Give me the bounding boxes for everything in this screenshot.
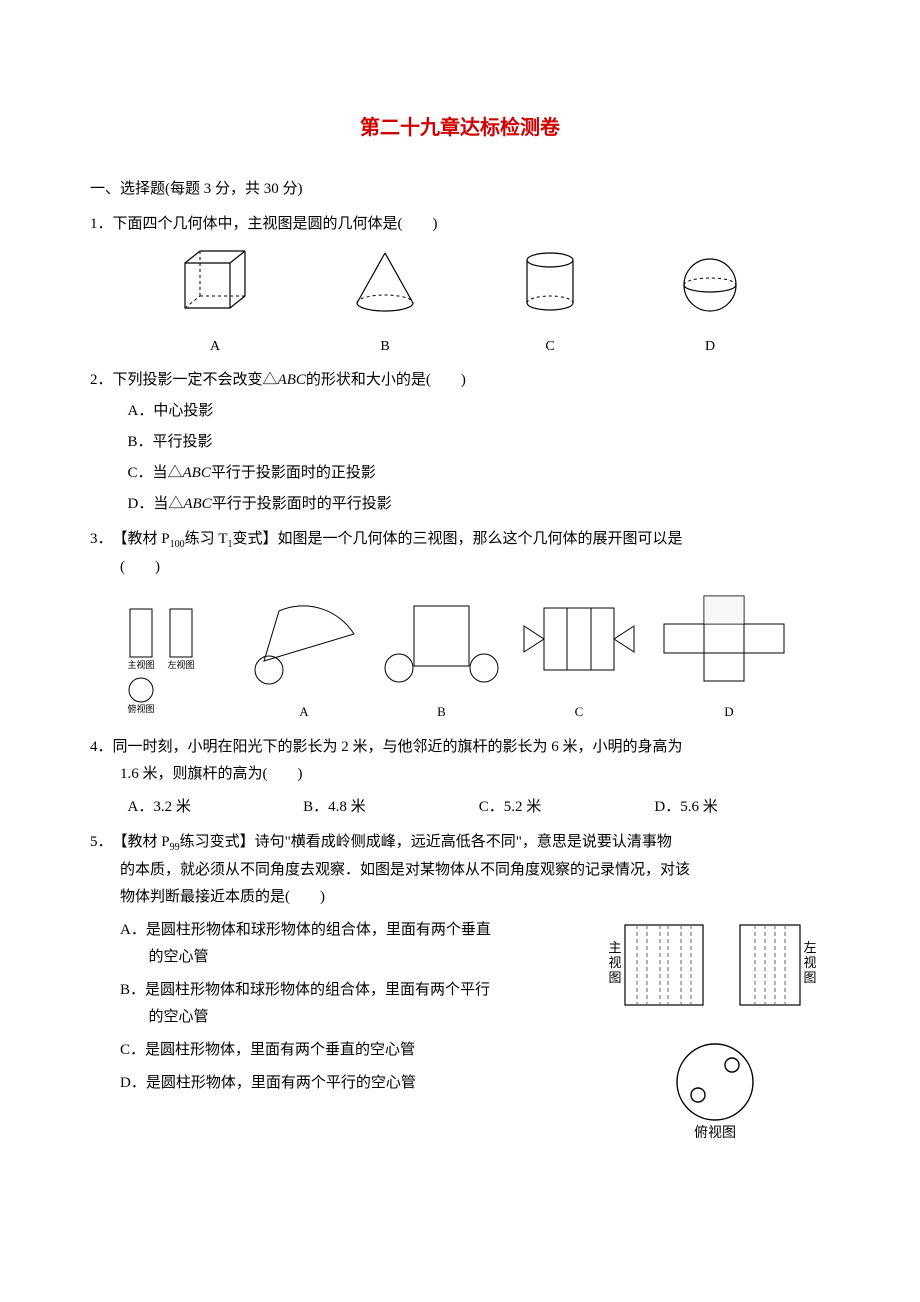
svg-text:俯视图: 俯视图 (127, 703, 154, 714)
q5-opt-c: C．是圆柱形物体，里面有两个垂直的空心管 (120, 1037, 600, 1064)
q4-text-line2: 1.6 米，则旗杆的高为( ) (90, 761, 830, 788)
svg-text:左: 左 (803, 940, 816, 955)
q2-opt-c: C．当△ABC平行于投影面时的正投影 (128, 460, 831, 487)
q5-top-view-icon: 俯视图 (655, 1037, 775, 1142)
q4-opt-b: B．4.8 米 (303, 794, 479, 821)
q1-label-a: A (175, 334, 255, 359)
cylinder-icon (515, 248, 585, 318)
svg-text:视: 视 (608, 955, 621, 970)
q4-opt-c: C．5.2 米 (479, 794, 655, 821)
q3-label-d: D (649, 700, 809, 723)
q5-views: 主 视 图 左 视 图 (600, 911, 830, 1152)
q1-label-b: B (345, 334, 425, 359)
svg-text:主: 主 (608, 940, 621, 955)
q1-label-d: D (675, 334, 745, 359)
q3-label-c: C (509, 700, 649, 723)
q3-net-b: B (374, 596, 509, 723)
q5-front-left-views-icon: 主 视 图 左 视 图 (605, 917, 825, 1027)
q1-label-c: C (515, 334, 585, 359)
net-a-icon (234, 596, 374, 686)
cube-icon (175, 248, 255, 318)
q1-cone: B (345, 248, 425, 359)
svg-text:图: 图 (803, 970, 816, 985)
question-1: 1． 下面四个几何体中，主视图是圆的几何体是( ) A (90, 211, 830, 359)
q3-net-c: C (509, 596, 649, 723)
q4-text-line1: 同一时刻，小明在阳光下的影长为 2 米，与他邻近的旗杆的影长为 6 米，小明的身… (113, 734, 830, 761)
q4-opt-a: A．3.2 米 (128, 794, 304, 821)
q3-number: 3． (90, 526, 113, 554)
q5-number: 5． (90, 829, 113, 857)
q3-paren: ( ) (90, 554, 830, 581)
q1-cube: A (175, 248, 255, 359)
svg-text:视: 视 (803, 955, 816, 970)
q2-text: 下列投影一定不会改变△ABC的形状和大小的是( ) (113, 367, 830, 394)
q4-number: 4． (90, 734, 113, 761)
net-d-icon (649, 591, 809, 686)
q5-options: A．是圆柱形物体和球形物体的组合体，里面有两个垂直 的空心管 B．是圆柱形物体和… (90, 911, 600, 1103)
q1-sphere: D (675, 253, 745, 359)
three-views-icon: 主视图 左视图 俯视图 (120, 604, 210, 714)
net-c-icon (509, 596, 649, 686)
sphere-icon (675, 253, 745, 318)
q3-net-d: D (649, 591, 809, 723)
svg-text:左视图: 左视图 (167, 659, 194, 670)
q1-number: 1． (90, 211, 113, 238)
q2-number: 2． (90, 367, 113, 394)
q3-diagrams: 主视图 左视图 俯视图 A B (120, 591, 830, 723)
q5-opt-a: A．是圆柱形物体和球形物体的组合体，里面有两个垂直 的空心管 (120, 917, 600, 971)
q5-text-line3: 物体判断最接近本质的是( ) (90, 884, 830, 911)
page-title: 第二十九章达标检测卷 (90, 110, 830, 146)
q5-text-line1: 【教材 P99练习变式】诗句"横看成岭侧成峰，远近高低各不同"，意思是说要认清事… (113, 829, 830, 857)
q5-opt-d: D．是圆柱形物体，里面有两个平行的空心管 (120, 1070, 600, 1097)
q3-net-a: A (234, 596, 374, 723)
q4-options: A．3.2 米 B．4.8 米 C．5.2 米 D．5.6 米 (128, 794, 831, 821)
question-3: 3． 【教材 P100练习 T1变式】如图是一个几何体的三视图，那么这个几何体的… (90, 526, 830, 723)
q4-opt-d: D．5.6 米 (654, 794, 830, 821)
q1-shapes: A B C (130, 248, 790, 359)
question-2: 2． 下列投影一定不会改变△ABC的形状和大小的是( ) A．中心投影 B．平行… (90, 367, 830, 518)
net-b-icon (374, 596, 509, 686)
q2-opt-b: B．平行投影 (128, 429, 831, 456)
q5-opt-b: B．是圆柱形物体和球形物体的组合体，里面有两个平行 的空心管 (120, 977, 600, 1031)
q3-label-b: B (374, 700, 509, 723)
question-4: 4． 同一时刻，小明在阳光下的影长为 2 米，与他邻近的旗杆的影长为 6 米，小… (90, 734, 830, 821)
q1-text: 下面四个几何体中，主视图是圆的几何体是( ) (113, 211, 830, 238)
q5-text-line2: 的本质，就必须从不同角度去观察．如图是对某物体从不同角度观察的记录情况，对该 (90, 857, 830, 884)
q3-three-views: 主视图 左视图 俯视图 (120, 604, 210, 724)
q2-opt-a: A．中心投影 (128, 398, 831, 425)
svg-text:俯视图: 俯视图 (694, 1125, 736, 1141)
q3-label-a: A (234, 700, 374, 723)
cone-icon (345, 248, 425, 318)
svg-text:图: 图 (608, 970, 621, 985)
question-5: 5． 【教材 P99练习变式】诗句"横看成岭侧成峰，远近高低各不同"，意思是说要… (90, 829, 830, 1152)
q1-cylinder: C (515, 248, 585, 359)
q2-opt-d: D．当△ABC平行于投影面时的平行投影 (128, 491, 831, 518)
q3-text: 【教材 P100练习 T1变式】如图是一个几何体的三视图，那么这个几何体的展开图… (113, 526, 830, 554)
svg-text:主视图: 主视图 (127, 659, 154, 670)
section-heading: 一、选择题(每题 3 分，共 30 分) (90, 176, 830, 203)
